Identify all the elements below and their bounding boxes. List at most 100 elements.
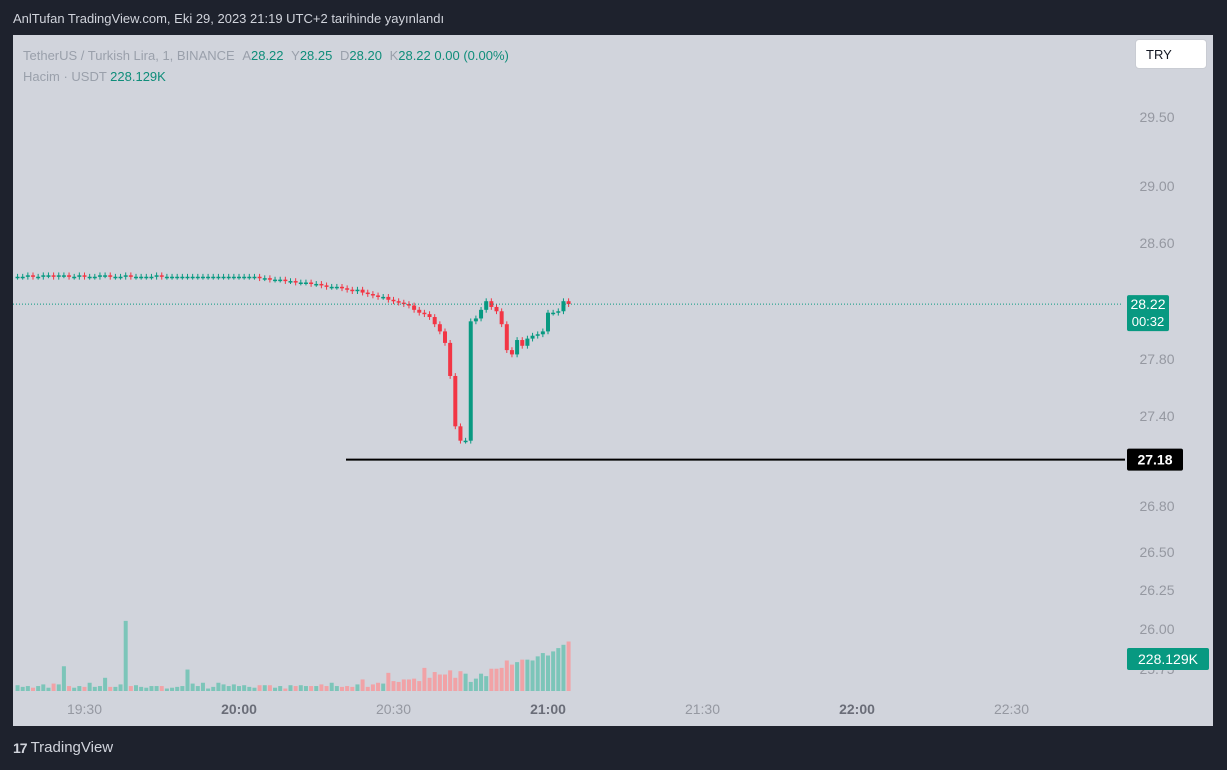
candle-body	[118, 276, 123, 279]
candle-body	[345, 288, 350, 290]
volume-bar	[77, 686, 82, 691]
candle-body	[72, 276, 77, 279]
volume-bar	[504, 660, 509, 691]
last-price-label: 28.22	[1130, 296, 1165, 312]
volume-bar	[437, 674, 442, 691]
time-axis-tick: 20:00	[221, 701, 257, 717]
volume-bar	[185, 669, 190, 691]
candle-body	[489, 301, 494, 307]
volume-bar	[67, 686, 72, 691]
legend-open: 28.22	[250, 48, 284, 63]
candle-body	[551, 312, 556, 315]
candle-body	[484, 301, 489, 310]
tradingview-logo-icon: 17	[13, 739, 28, 756]
candle-body	[190, 276, 195, 279]
volume-bar	[453, 677, 458, 691]
volume-bar	[231, 684, 236, 691]
volume-bar	[144, 687, 149, 691]
volume-bar	[401, 679, 406, 691]
candle-body	[448, 342, 453, 376]
volume-bar	[149, 686, 154, 691]
volume-bar	[252, 687, 257, 691]
chart-panel[interactable]: 29.5029.0028.6027.8027.4027.1026.8026.50…	[13, 35, 1213, 726]
volume-bar	[479, 673, 484, 691]
volume-label-bg	[1127, 648, 1209, 670]
volume-bar	[56, 684, 61, 691]
volume-bar	[25, 686, 30, 691]
volume-bar	[72, 687, 77, 691]
volume-bar	[288, 685, 293, 691]
candle-body	[51, 275, 56, 277]
volume-bar	[41, 684, 46, 691]
candle-body	[288, 281, 293, 283]
volume-bar	[319, 684, 324, 691]
volume-bar	[509, 664, 514, 691]
volume-bar	[406, 679, 411, 691]
legend-volume: 228.129K	[110, 69, 166, 84]
volume-bar	[247, 686, 252, 691]
volume-bar	[273, 687, 278, 691]
candle-body	[443, 331, 447, 343]
candle-body	[15, 276, 20, 279]
candle-body	[185, 276, 190, 279]
price-axis-tick: 26.00	[1139, 621, 1174, 637]
candle-body	[247, 276, 252, 279]
volume-bar	[221, 684, 226, 691]
price-axis-tick: 27.40	[1139, 408, 1174, 424]
volume-bar	[546, 655, 550, 691]
candle-body	[206, 276, 211, 279]
candle-body	[350, 289, 355, 292]
candle-body	[144, 276, 149, 279]
candle-body	[546, 312, 550, 332]
candle-body	[31, 275, 35, 277]
volume-bar	[113, 686, 118, 691]
volume-bar	[267, 685, 272, 691]
volume-axis-label: 228.129K	[1138, 651, 1199, 667]
time-axis-tick: 19:30	[67, 701, 102, 717]
candle-body	[494, 306, 499, 312]
candle-body	[298, 282, 303, 285]
candle-body	[360, 289, 365, 293]
volume-bar	[381, 683, 386, 691]
volume-bar	[257, 685, 262, 691]
price-axis-tick: 29.50	[1139, 109, 1174, 125]
candle-body	[437, 324, 442, 332]
candle-body	[561, 301, 566, 312]
legend-close-label: K	[389, 48, 399, 63]
volume-bar	[309, 686, 314, 691]
time-axis-tick: 21:00	[530, 701, 566, 717]
volume-bar	[20, 686, 25, 691]
legend-price-row: TetherUS / Turkish Lira, 1, BINANCE A28.…	[23, 45, 509, 66]
volume-bar	[170, 687, 175, 691]
footer-logo[interactable]: 17 TradingView	[13, 739, 113, 756]
volume-bar	[370, 684, 375, 691]
volume-bar	[293, 686, 298, 691]
price-axis-tick: 26.80	[1139, 498, 1174, 514]
candle-body	[381, 296, 386, 299]
candle-body	[211, 276, 216, 279]
volume-bar	[448, 670, 453, 691]
volume-bar	[262, 685, 267, 691]
price-chart[interactable]: 29.5029.0028.6027.8027.4027.1026.8026.50…	[13, 35, 1213, 726]
candle-body	[267, 278, 272, 280]
candle-body	[159, 275, 164, 277]
candle-body	[242, 276, 247, 279]
candle-body	[303, 282, 308, 285]
candle-body	[108, 275, 113, 277]
candle-body	[139, 276, 144, 279]
currency-button[interactable]: TRY	[1135, 39, 1207, 69]
volume-bar	[51, 683, 56, 691]
candle-body	[468, 321, 473, 441]
candle-body	[504, 324, 509, 351]
candle-body	[556, 311, 561, 313]
price-axis-tick: 26.50	[1139, 544, 1174, 560]
candle-body	[314, 283, 319, 286]
candle-body	[520, 340, 525, 346]
volume-bar	[535, 656, 540, 691]
candle-body	[92, 276, 97, 279]
candle-body	[283, 279, 288, 282]
volume-bar	[61, 666, 66, 691]
volume-bar	[345, 686, 350, 691]
volume-bar	[200, 682, 205, 691]
candle-body	[25, 275, 30, 277]
